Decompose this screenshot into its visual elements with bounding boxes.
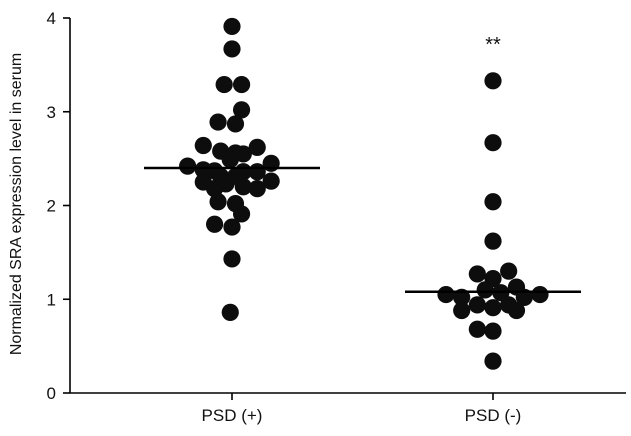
data-point [468, 320, 486, 338]
data-point [206, 180, 224, 198]
data-point [206, 215, 224, 233]
data-point [215, 75, 233, 94]
y-tick-label: 2 [47, 197, 56, 216]
data-point [484, 232, 502, 250]
data-point [194, 136, 212, 155]
data-point [453, 301, 471, 320]
data-point [234, 145, 252, 163]
data-point [531, 285, 549, 304]
x-tick-label: PSD (-) [465, 406, 522, 425]
data-point [223, 250, 241, 268]
data-point [484, 134, 502, 152]
y-axis: 0 1 2 3 4 [47, 9, 71, 403]
data-point [223, 218, 241, 236]
data-point [232, 75, 251, 94]
data-point [262, 172, 280, 190]
y-axis-label: Normalized SRA expression level in serum [8, 53, 25, 355]
data-point [468, 265, 486, 283]
data-point [209, 113, 227, 131]
data-point [223, 40, 241, 58]
data-point [453, 288, 471, 306]
data-point [234, 178, 252, 196]
data-point [209, 193, 227, 211]
data-point [179, 157, 197, 175]
data-point [468, 296, 486, 314]
data-point [484, 299, 502, 317]
y-tick-label: 0 [47, 384, 56, 403]
data-point [500, 262, 518, 280]
data-point [437, 285, 455, 304]
data-point [484, 72, 502, 90]
significance-annotation: ** [485, 34, 501, 56]
y-tick-label: 4 [47, 9, 56, 28]
data-point [507, 301, 526, 320]
data-point [221, 303, 239, 321]
data-point [232, 101, 251, 119]
y-tick-label: 3 [47, 103, 56, 122]
data-points [179, 17, 549, 370]
y-tick-label: 1 [47, 290, 56, 309]
data-point [226, 115, 245, 133]
data-point [476, 281, 494, 299]
data-point [248, 138, 266, 156]
data-point [515, 288, 533, 306]
data-point [221, 150, 239, 169]
data-point [484, 322, 502, 340]
data-point [232, 205, 251, 223]
x-axis: PSD (+) PSD (-) [70, 392, 626, 425]
data-point [223, 17, 241, 36]
data-point [248, 180, 266, 198]
data-point [484, 352, 502, 370]
data-point [484, 193, 502, 211]
x-tick-label: PSD (+) [202, 406, 263, 425]
median-lines [144, 166, 581, 293]
